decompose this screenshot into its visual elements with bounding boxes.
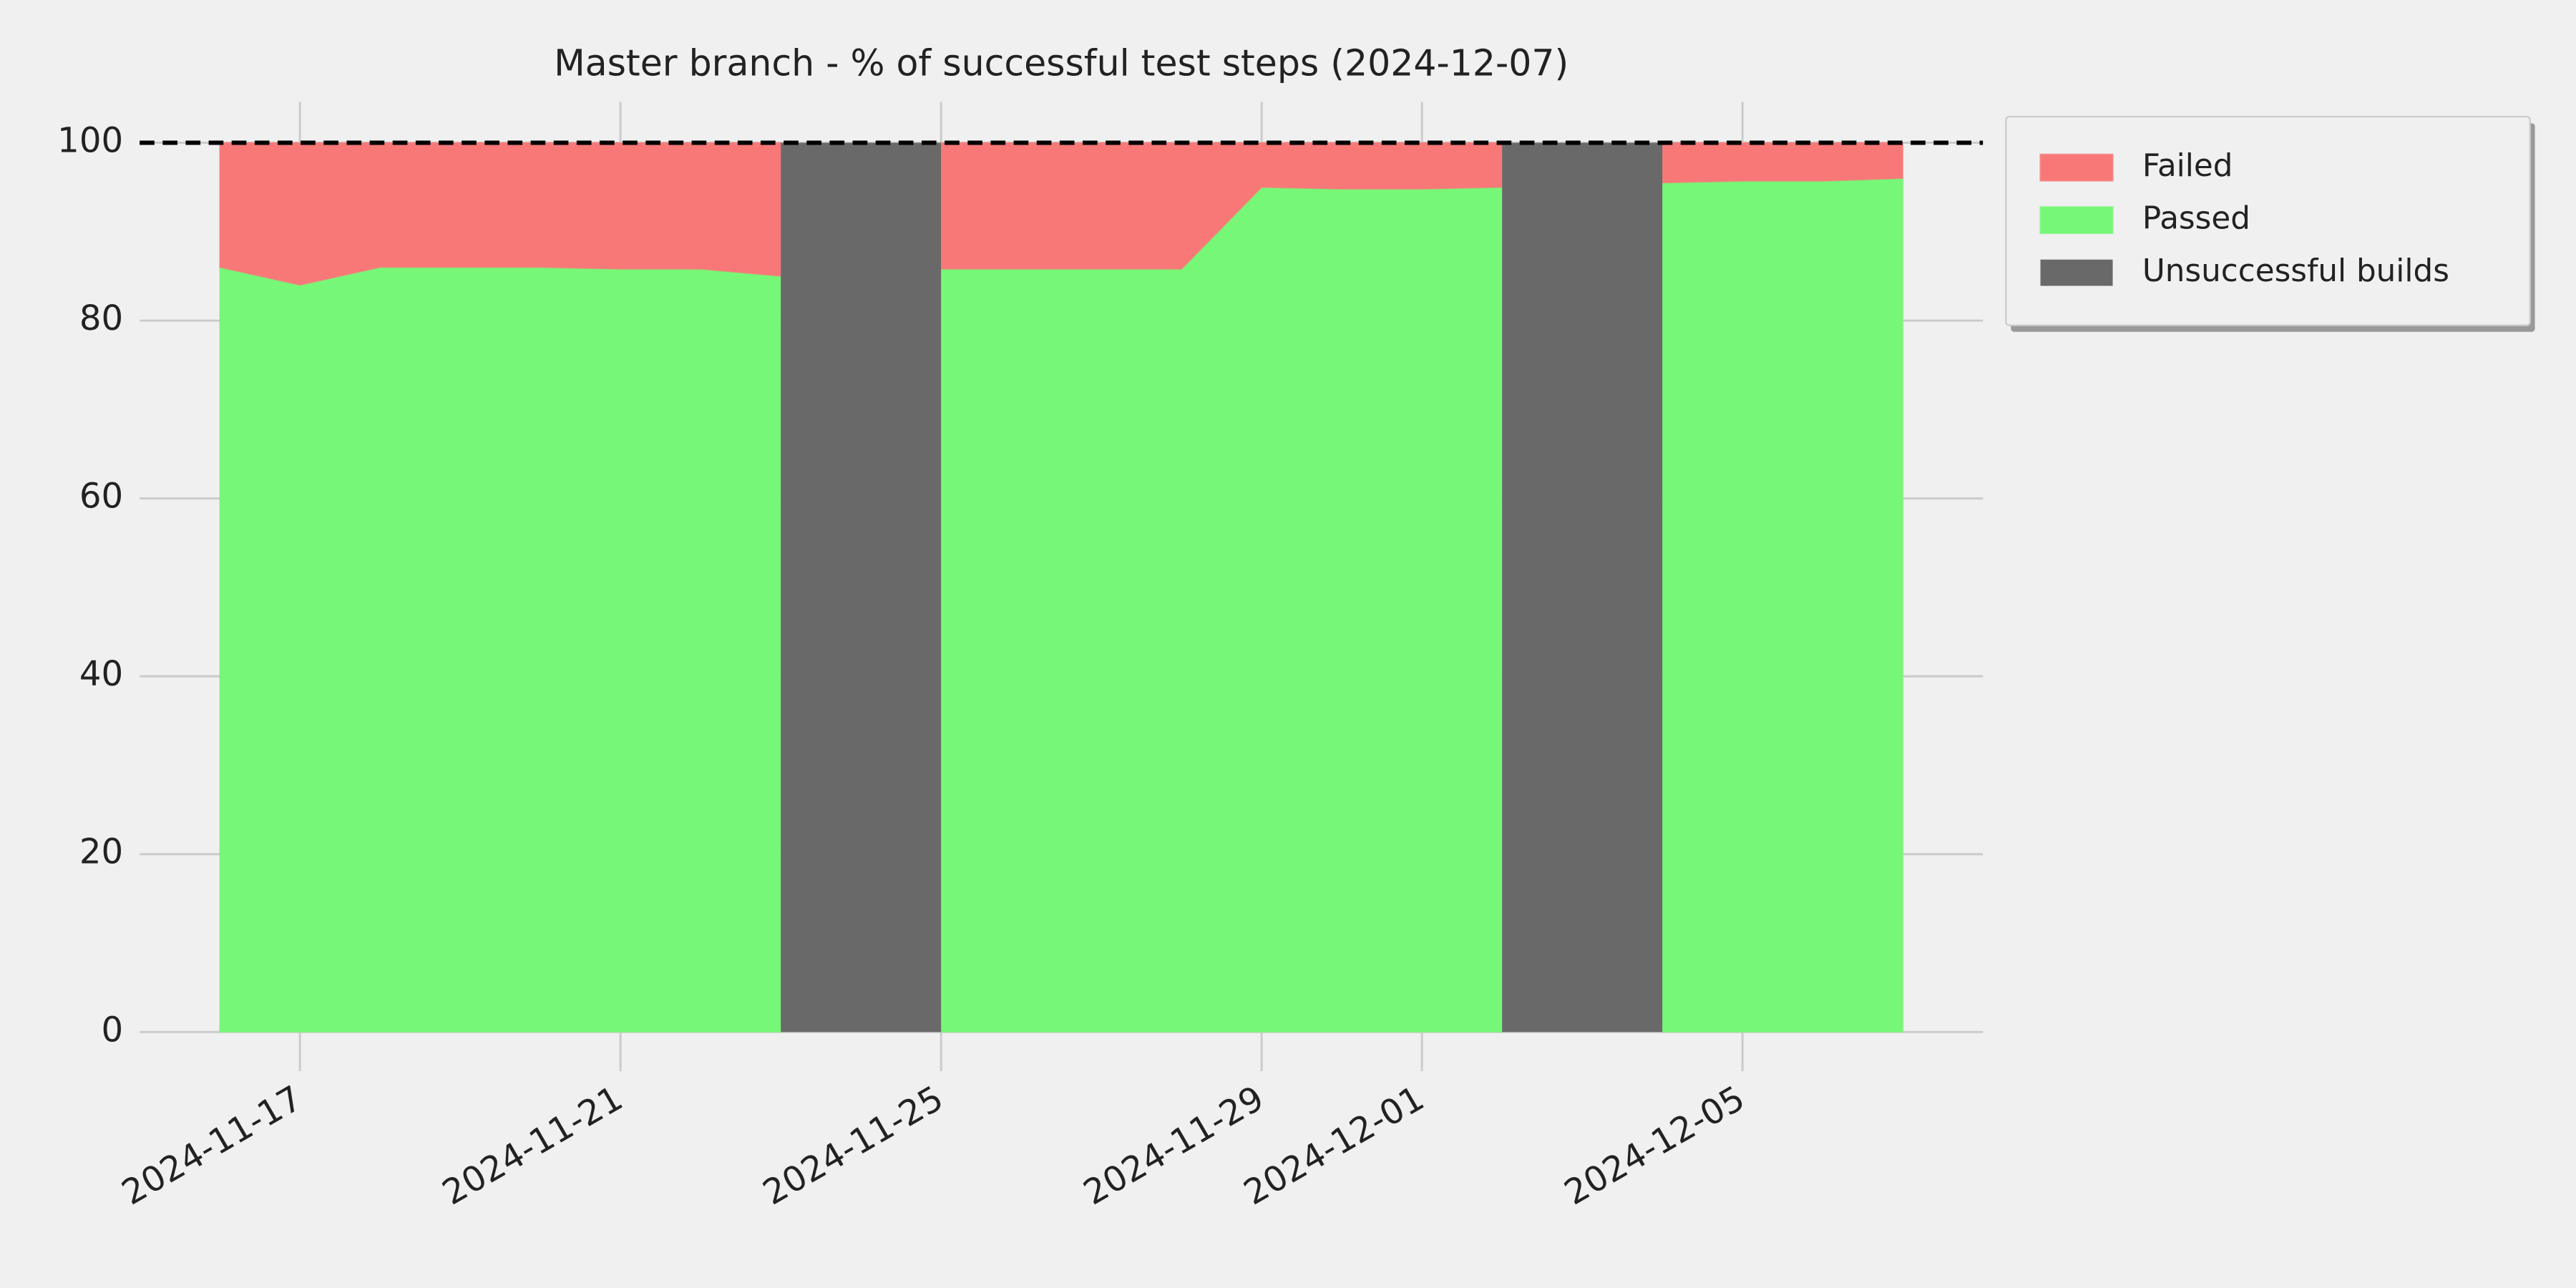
- legend-label: Unsuccessful builds: [2142, 253, 2449, 289]
- chart-title: Master branch - % of successful test ste…: [554, 42, 1568, 84]
- legend-label: Passed: [2142, 201, 2250, 237]
- legend-swatch: [2039, 206, 2114, 235]
- legend-label: Failed: [2142, 148, 2233, 184]
- plot-area: [140, 140, 1984, 1033]
- y-tick-label: 100: [57, 121, 123, 161]
- y-tick-label: 40: [79, 654, 123, 694]
- y-tick-label: 20: [79, 832, 123, 872]
- y-tick-label: 0: [102, 1010, 124, 1050]
- legend: Failed Passed Unsuccessful builds: [2005, 115, 2535, 332]
- legend-swatch: [2040, 259, 2113, 286]
- legend-box: [2005, 115, 2531, 326]
- y-tick-label: 60: [79, 477, 123, 517]
- y-tick-label: 80: [79, 298, 123, 338]
- legend-swatch: [2039, 153, 2114, 182]
- unsuccessful-build-bar: [781, 142, 942, 1033]
- unsuccessful-build-bar: [1502, 142, 1663, 1033]
